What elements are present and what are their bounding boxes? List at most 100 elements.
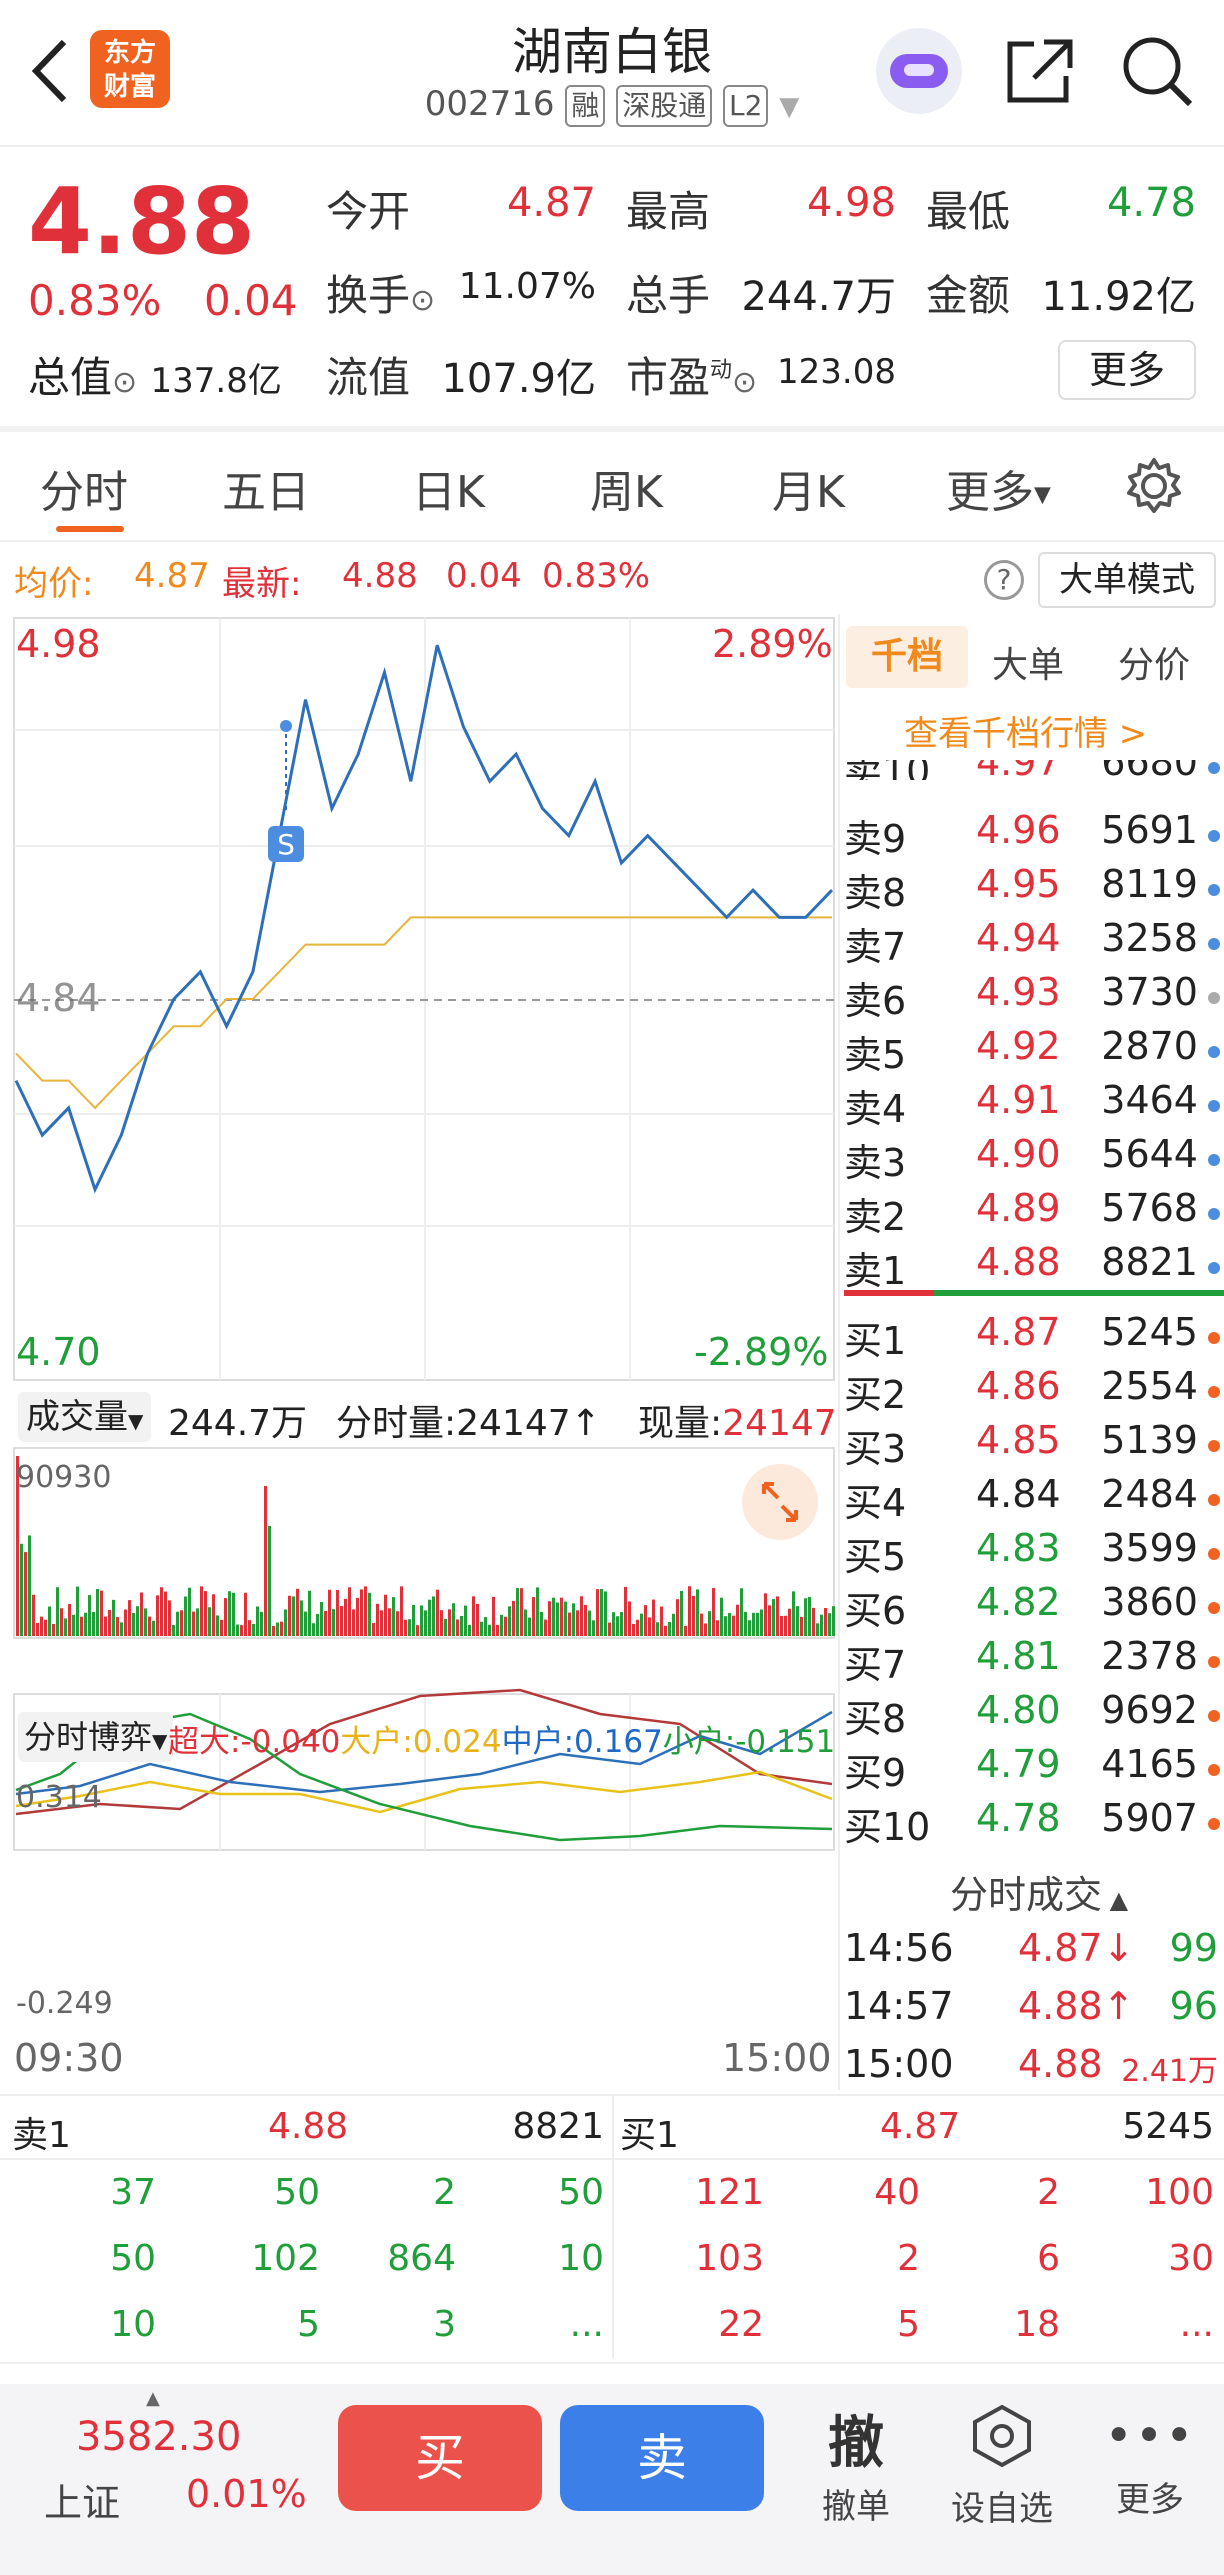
bid-row[interactable]: 买3 4.85 5139 [844, 1418, 1224, 1472]
market-cap-row: 总值⊙ 137.8亿 [28, 344, 282, 405]
dropdown-caret-icon[interactable]: ▼ [779, 92, 800, 122]
settings-gear-icon[interactable] [1124, 456, 1184, 516]
volume-bar [664, 1625, 667, 1636]
add-watchlist-button[interactable]: 设自选 [942, 2404, 1062, 2530]
volume-bar [432, 1596, 435, 1636]
tab-intraday[interactable]: 分时 [40, 467, 128, 518]
tab-big-orders[interactable]: 大单 [992, 645, 1065, 686]
volume-bar [700, 1613, 703, 1636]
volume-bar [812, 1607, 815, 1636]
game-indicator-select[interactable]: 分时博弈▼ [18, 1712, 174, 1762]
volume-bar [592, 1620, 595, 1636]
ask-row[interactable]: 卖3 4.90 5644 [844, 1132, 1224, 1186]
sell-button[interactable]: 卖 [560, 2405, 764, 2511]
bid-row[interactable]: 买7 4.81 2378 [844, 1634, 1224, 1688]
ask-row[interactable]: 卖4 4.91 3464 [844, 1078, 1224, 1132]
volume-bar [748, 1620, 751, 1636]
tab-monthly-k[interactable]: 月K [772, 467, 845, 518]
volume-bar [452, 1603, 455, 1636]
assistant-robot-icon[interactable] [876, 28, 962, 114]
ask-volume: 2870 [1101, 1024, 1198, 1068]
cancel-order-icon: 撤 [828, 2411, 884, 2476]
more-quote-button[interactable]: 更多 [1058, 340, 1196, 400]
tick-trades-title[interactable]: 分时成交 ▲ [950, 1873, 1129, 1917]
tab-five-day[interactable]: 五日 [222, 467, 310, 518]
volume-bar [28, 1535, 31, 1636]
volume-bar [128, 1600, 131, 1636]
volume-bar [820, 1614, 823, 1636]
bid-price: 4.81 [976, 1634, 1061, 1678]
ask-row[interactable]: 卖9 4.96 5691 [844, 808, 1224, 862]
bid-row[interactable]: 买10 4.78 5907 [844, 1796, 1224, 1850]
ask-label: 卖2 [844, 1195, 907, 1239]
volume-bar [376, 1603, 379, 1636]
volume-bar [392, 1597, 395, 1636]
index-value[interactable]: 3582.30 [76, 2414, 242, 2460]
volume-bar [448, 1609, 451, 1636]
buy-button[interactable]: 买 [338, 2405, 542, 2511]
info-circle-icon[interactable]: ⊙ [732, 365, 758, 400]
volume-bar [796, 1606, 799, 1636]
amount-label: 金额 [926, 271, 1011, 320]
more-actions-button[interactable]: ••• 更多 [1090, 2404, 1210, 2521]
volume-bar [320, 1601, 323, 1636]
watchlist-hexagon-icon [973, 2404, 1031, 2468]
volume-indicator-select[interactable]: 成交量▼ [18, 1392, 152, 1442]
help-icon[interactable]: ? [984, 560, 1024, 600]
ask-row[interactable]: 卖1 4.88 8821 [844, 1240, 1224, 1294]
ask-volume: 3730 [1101, 970, 1198, 1014]
bid-volume: 2378 [1101, 1634, 1198, 1678]
ask-row[interactable]: 卖6 4.93 3730 [844, 970, 1224, 1024]
ask-row[interactable]: 卖8 4.95 8119 [844, 862, 1224, 916]
trade-marker-icon[interactable] [268, 826, 304, 862]
info-circle-icon[interactable]: ⊙ [112, 365, 138, 400]
info-circle-icon[interactable]: ⊙ [410, 283, 436, 318]
bid-row[interactable]: 买2 4.86 2554 [844, 1364, 1224, 1418]
bid-row[interactable]: 买5 4.83 3599 [844, 1526, 1224, 1580]
change-percent: 0.83% [28, 276, 162, 325]
volume-bar [272, 1625, 275, 1636]
bid-row[interactable]: 买4 4.84 2484 [844, 1472, 1224, 1526]
volume-bar [512, 1600, 515, 1636]
index-percent: 0.01% [186, 2472, 307, 2516]
bid-volume: 2484 [1101, 1472, 1198, 1516]
ask-dot-icon [1208, 830, 1220, 842]
bid-volume: 5907 [1101, 1796, 1198, 1840]
intraday-chart[interactable]: S [0, 614, 840, 2386]
search-icon[interactable] [1120, 34, 1194, 108]
queue-sell-cell: 10 [110, 2304, 156, 2345]
tab-weekly-k[interactable]: 周K [590, 467, 663, 518]
volume-bar [652, 1599, 655, 1636]
tab-depth[interactable]: 千档 [846, 626, 968, 688]
volume-bar [64, 1618, 67, 1636]
back-icon[interactable] [26, 36, 72, 106]
tab-more[interactable]: 更多▼ [946, 467, 1051, 518]
tick-price: 4.88 [1018, 2042, 1103, 2086]
volume-bar [472, 1596, 475, 1636]
bid-dot-icon [1208, 1602, 1220, 1614]
bid-row[interactable]: 买8 4.80 9692 [844, 1688, 1224, 1742]
volume-bar [292, 1596, 295, 1636]
share-icon[interactable] [1004, 36, 1076, 106]
bid-row[interactable]: 买1 4.87 5245 [844, 1310, 1224, 1364]
tab-price-dist[interactable]: 分价 [1118, 645, 1191, 686]
queue-sell-cell: 10 [558, 2238, 604, 2279]
expand-icon[interactable] [742, 1464, 818, 1540]
ask-row[interactable]: 卖2 4.89 5768 [844, 1186, 1224, 1240]
view-depth-link[interactable]: 查看千档行情 > [904, 714, 1148, 754]
queue-buy-cell: 30 [1168, 2238, 1214, 2279]
ask-row[interactable]: 卖10 4.97 6680 [844, 760, 1224, 780]
big-order-mode-button[interactable]: 大单模式 [1038, 552, 1216, 608]
volume-bar [384, 1594, 387, 1636]
cancel-order-button[interactable]: 撤 撤单 [796, 2398, 916, 2528]
bid-row[interactable]: 买9 4.79 4165 [844, 1742, 1224, 1796]
market-cap-label: 总值 [28, 353, 113, 402]
tab-daily-k[interactable]: 日K [412, 467, 485, 518]
index-expand-caret-icon[interactable]: ▲ [146, 2388, 160, 2409]
ask-row[interactable]: 卖5 4.92 2870 [844, 1024, 1224, 1078]
volume-bar [832, 1606, 835, 1636]
stock-code-line[interactable]: 002716 融 深股通 L2 ▼ [0, 84, 1224, 127]
ask-row[interactable]: 卖7 4.94 3258 [844, 916, 1224, 970]
bid-row[interactable]: 买6 4.82 3860 [844, 1580, 1224, 1634]
volume-bar [676, 1599, 679, 1636]
